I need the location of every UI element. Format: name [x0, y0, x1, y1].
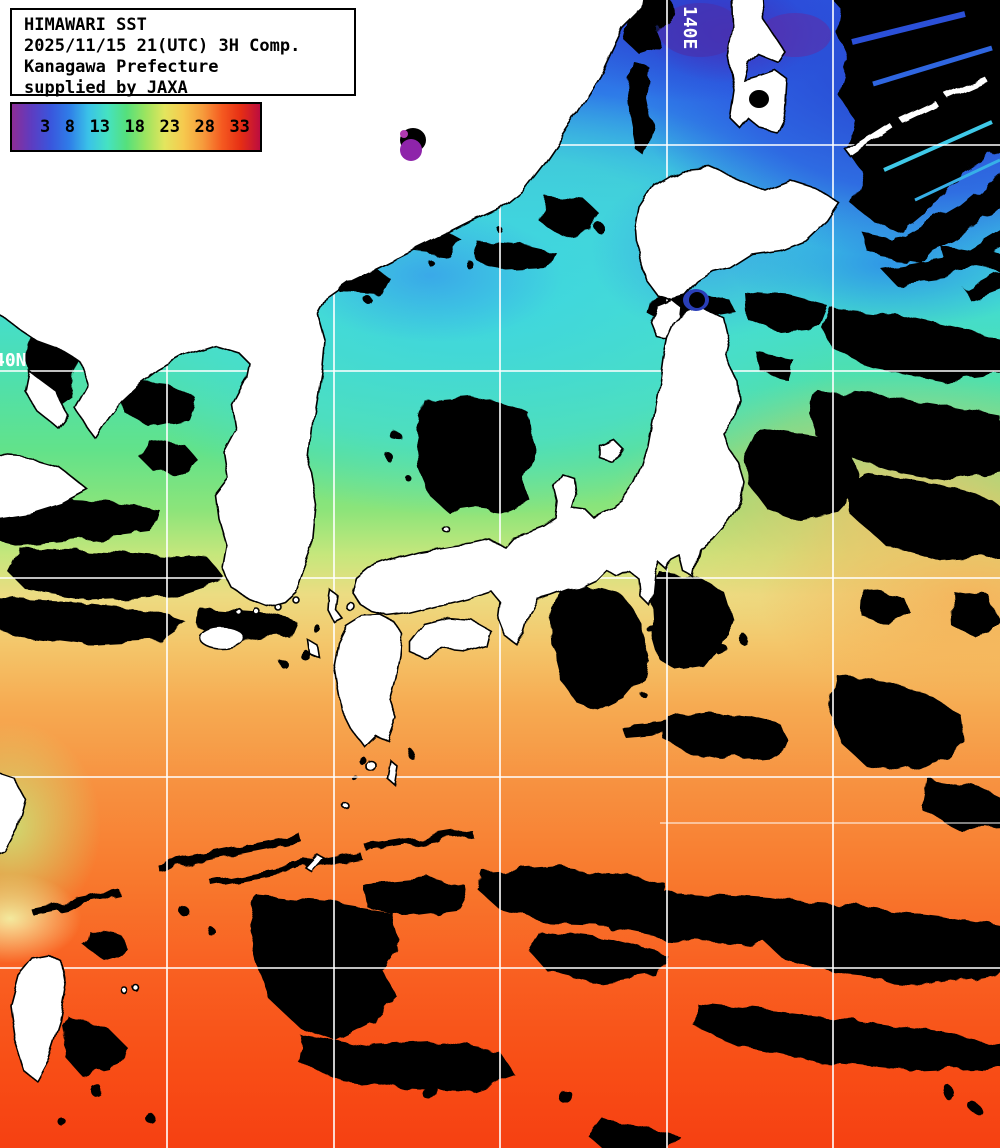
land-yakushima [365, 760, 377, 772]
latitude-label-40n: 40N [0, 350, 27, 371]
land-tanegashima [386, 758, 398, 786]
land-kuril-3 [942, 74, 991, 102]
land-iki [345, 601, 355, 611]
colorbar-gradient [12, 104, 260, 150]
land-jeju [199, 626, 245, 650]
land-honshu [351, 307, 745, 646]
colorbar-tick: 23 [159, 117, 180, 137]
land-taiwan [9, 954, 67, 1082]
land-shandong [0, 454, 90, 520]
land-kuril-2 [896, 98, 941, 126]
land-hokkaido [635, 166, 840, 301]
colorbar-ticks: 3 8 13 18 23 28 33 [12, 104, 260, 150]
land-sado [599, 439, 624, 463]
cloud-gap-streaks [851, 11, 1000, 202]
longitude-label-140e: 140E [679, 6, 700, 49]
land-sakhalin [727, 0, 789, 133]
land-liaodong [23, 368, 69, 430]
land-details [400, 90, 769, 311]
land-kyushu [333, 614, 403, 747]
land-kuril-1 [844, 120, 896, 159]
title-line-credit: supplied by JAXA [24, 78, 188, 98]
colorbar-tick: 13 [89, 117, 110, 137]
colorbar: 3 8 13 18 23 28 33 [10, 102, 262, 152]
land-okinawa [304, 854, 326, 874]
title-line-datetime: 2025/11/15 21(UTC) 3H Comp. [24, 36, 301, 56]
colorbar-tick: 33 [229, 117, 250, 137]
colorbar-tick: 3 [40, 117, 51, 137]
title-line-product: HIMAWARI SST [24, 15, 147, 35]
land-china-coast [0, 772, 27, 856]
colorbar-tick: 28 [194, 117, 215, 137]
land-shikoku [409, 617, 491, 659]
aniva-bay-cloud [749, 90, 769, 108]
graticule-labels: 140E 40N [0, 6, 700, 371]
colorbar-tick: 18 [124, 117, 145, 137]
land-oki [441, 524, 449, 532]
colorbar-tick: 8 [64, 117, 75, 137]
lake-khanka-spot [400, 130, 408, 138]
lake-khanka-purple [400, 139, 422, 161]
title-box: HIMAWARI SST 2025/11/15 21(UTC) 3H Comp.… [10, 8, 356, 98]
funka-bay-cloud [689, 292, 705, 308]
title-line-region: Kanagawa Prefecture [24, 57, 219, 77]
land-tsushima [327, 588, 344, 624]
land-goto [306, 638, 322, 660]
